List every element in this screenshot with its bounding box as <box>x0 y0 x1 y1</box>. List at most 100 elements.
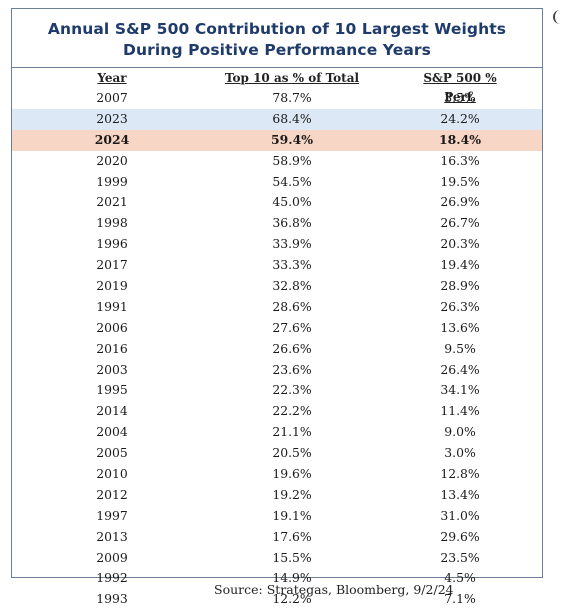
cell-sp500-perf: 3.5% <box>444 90 476 105</box>
cell-sp500-perf: 3.0% <box>444 445 476 461</box>
table-row: 1991 28.6% 26.3% <box>12 297 542 318</box>
data-table-panel: Annual S&P 500 Contribution of 10 Larges… <box>11 8 543 606</box>
cell-top10-pct: 22.2% <box>272 403 312 419</box>
cell-year: 2007 <box>96 90 128 105</box>
table-row: 2014 22.2% 11.4% <box>12 401 542 422</box>
cell-top10-pct: 27.6% <box>272 319 312 335</box>
cell-top10-pct: 14.9% <box>272 570 312 586</box>
cell-year: 2005 <box>96 445 128 461</box>
cell-sp500-perf: 28.9% <box>440 278 480 294</box>
cell-sp500-perf: 12.8% <box>440 466 480 482</box>
table-title-line-2: During Positive Performance Years <box>123 41 431 59</box>
cell-top10-pct: 20.5% <box>272 445 312 461</box>
table-row: 1998 36.8% 26.7% <box>12 213 542 234</box>
cell-top10-pct: 17.6% <box>272 528 312 544</box>
cell-year: 1997 <box>96 507 128 523</box>
table-row: 2023 68.4% 24.2% <box>12 108 542 130</box>
cell-top10-pct: 19.6% <box>272 466 312 482</box>
cell-year: 2010 <box>96 466 128 482</box>
cell-top10-pct: 33.3% <box>272 257 312 273</box>
table-row: 2016 26.6% 9.5% <box>12 339 542 360</box>
cell-year: 1991 <box>96 298 128 314</box>
cell-sp500-perf: 20.3% <box>440 236 480 252</box>
cell-top10-pct: 32.8% <box>272 278 312 294</box>
cell-year: 1996 <box>96 236 128 252</box>
table-row: 1996 33.9% 20.3% <box>12 234 542 255</box>
cell-sp500-perf: 9.0% <box>444 424 476 440</box>
cell-top10-pct: 22.3% <box>272 382 312 398</box>
cell-year: 1998 <box>96 215 128 231</box>
column-header-top10: Top 10 as % of Total <box>224 71 360 85</box>
cell-top10-pct: 33.9% <box>272 236 312 252</box>
cell-sp500-perf: 19.5% <box>440 173 480 189</box>
table-row: 2019 32.8% 28.9% <box>12 276 542 297</box>
cell-top10-pct: 59.4% <box>271 131 313 147</box>
cell-top10-pct: 23.6% <box>272 361 312 377</box>
cell-sp500-perf: 26.3% <box>440 298 480 314</box>
cell-sp500-perf: 34.1% <box>440 382 480 398</box>
cell-top10-pct: 36.8% <box>272 215 312 231</box>
cell-sp500-perf: 26.4% <box>440 361 480 377</box>
cell-year: 2019 <box>96 278 128 294</box>
column-header-year: Year <box>97 71 127 85</box>
cell-sp500-perf: 11.4% <box>440 403 480 419</box>
cell-year: 1995 <box>96 382 128 398</box>
table-row: 2013 17.6% 29.6% <box>12 527 542 548</box>
cell-sp500-perf: 26.9% <box>440 194 480 210</box>
cell-year: 2020 <box>96 152 128 168</box>
table-row: 1997 19.1% 31.0% <box>12 506 542 527</box>
table-row: 2005 20.5% 3.0% <box>12 443 542 464</box>
cell-top10-pct: 15.5% <box>272 549 312 565</box>
cell-year: 2004 <box>96 424 128 440</box>
cell-year: 2017 <box>96 257 128 273</box>
cell-sp500-perf: 13.4% <box>440 486 480 502</box>
table-row: 2003 23.6% 26.4% <box>12 360 542 381</box>
table-row: 2006 27.6% 13.6% <box>12 318 542 339</box>
cell-top10-pct: 45.0% <box>272 194 312 210</box>
table-row: 1992 14.9% 4.5% <box>12 568 542 589</box>
cell-sp500-perf: 16.3% <box>440 152 480 168</box>
cell-year: 2024 <box>94 131 130 147</box>
cell-top10-pct: 54.5% <box>272 173 312 189</box>
cell-year: 2021 <box>96 194 128 210</box>
cell-sp500-perf: 24.2% <box>440 110 480 126</box>
adjacent-page-fragment <box>553 10 569 24</box>
column-header-perf: S&P 500 % Perf. <box>423 71 497 104</box>
table-row: 2017 33.3% 19.4% <box>12 255 542 276</box>
table-row: 1999 54.5% 19.5% <box>12 172 542 193</box>
cell-top10-pct: 19.2% <box>272 486 312 502</box>
cell-year: 1999 <box>96 173 128 189</box>
table-row: 2004 21.1% 9.0% <box>12 422 542 443</box>
cell-sp500-perf: 13.6% <box>440 319 480 335</box>
cell-sp500-perf: 23.5% <box>440 549 480 565</box>
cell-year: 2003 <box>96 361 128 377</box>
source-note: Source: Strategas, Bloomberg, 9/2/24 <box>214 582 454 597</box>
cell-sp500-perf: 26.7% <box>440 215 480 231</box>
cell-top10-pct: 58.9% <box>272 152 312 168</box>
title-divider <box>12 67 542 68</box>
table-row: 2020 58.9% 16.3% <box>12 151 542 172</box>
table-row: 2009 15.5% 23.5% <box>12 548 542 569</box>
table-row: 2007 78.7% 3.5% <box>12 88 542 109</box>
cell-sp500-perf: 31.0% <box>440 507 480 523</box>
table-row: 2024 59.4% 18.4% <box>12 129 542 151</box>
cell-top10-pct: 19.1% <box>272 507 312 523</box>
cell-sp500-perf: 29.6% <box>440 528 480 544</box>
cell-year: 2006 <box>96 319 128 335</box>
cell-sp500-perf: 19.4% <box>440 257 480 273</box>
table-title-line-1: Annual S&P 500 Contribution of 10 Larges… <box>47 20 507 38</box>
cell-top10-pct: 28.6% <box>272 298 312 314</box>
table-row: 1995 22.3% 34.1% <box>12 380 542 401</box>
table-row: 2012 19.2% 13.4% <box>12 485 542 506</box>
cell-top10-pct: 26.6% <box>272 340 312 356</box>
cell-year: 2016 <box>96 340 128 356</box>
cell-year: 2013 <box>96 528 128 544</box>
cell-year: 1993 <box>96 591 128 607</box>
cell-year: 2012 <box>96 486 128 502</box>
cell-sp500-perf: 4.5% <box>444 570 476 586</box>
cell-year: 2014 <box>96 403 128 419</box>
cell-top10-pct: 68.4% <box>272 110 312 126</box>
table-body: 2007 78.7% 3.5% 2023 68.4% 24.2% 2024 59.4% 18.4… <box>12 88 542 610</box>
cell-year: 2023 <box>96 110 128 126</box>
cell-year: 2009 <box>96 549 128 565</box>
